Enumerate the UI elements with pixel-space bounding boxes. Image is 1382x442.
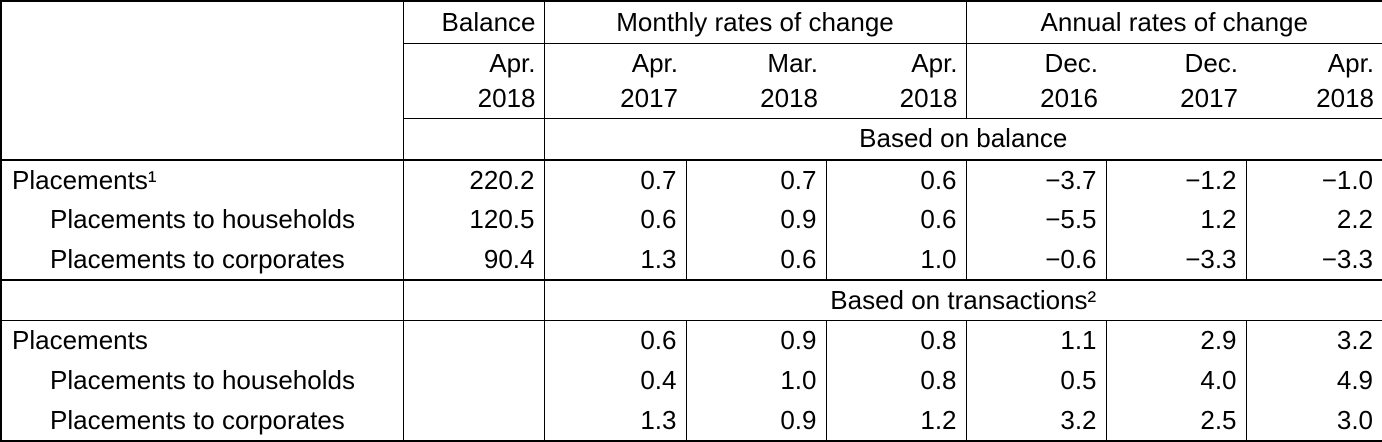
- balance-value-empty: [402, 400, 544, 441]
- rate-value: 0.6: [825, 159, 967, 200]
- table-row-placements-balance: Placements¹ 220.2 0.7 0.7 0.6 −3.7 −1.2 …: [1, 159, 1382, 200]
- rate-value: 0.8: [825, 320, 967, 361]
- rate-value: 1.0: [825, 240, 967, 282]
- rate-value: 1.3: [543, 240, 686, 282]
- section-title-based-on-transactions: Based on transactions²: [543, 280, 1382, 321]
- rate-value: 0.9: [685, 320, 826, 361]
- empty-label-cell: [1, 280, 403, 321]
- rate-value: 1.1: [965, 320, 1107, 361]
- rate-value: 1.3: [543, 400, 686, 441]
- table-row-households-balance: Placements to households 120.5 0.6 0.9 0…: [1, 199, 1382, 241]
- row-label: Placements¹: [12, 164, 157, 195]
- rate-value: −1.0: [1245, 159, 1382, 200]
- period-header-annual-dec-2017: Dec. 2017: [1106, 43, 1247, 120]
- row-label: Placements to households: [50, 365, 355, 396]
- rate-value: 0.4: [543, 360, 686, 401]
- period-header-balance-apr-2018: Apr. 2018: [402, 43, 544, 120]
- balance-value: 120.5: [402, 199, 544, 241]
- balance-value: 220.2: [402, 159, 544, 200]
- rate-value: 0.7: [685, 159, 826, 200]
- rate-value: 0.6: [825, 199, 967, 241]
- header-row-groups: Balance Monthly rates of change Annual r…: [1, 1, 1382, 161]
- rate-value: 0.6: [685, 240, 826, 282]
- rate-value: 0.9: [685, 400, 826, 441]
- rate-value: 0.5: [965, 360, 1107, 401]
- rate-value: 2.9: [1105, 320, 1247, 361]
- period-header-annual-dec-2016: Dec. 2016: [965, 43, 1107, 120]
- rate-value: 0.9: [685, 199, 826, 241]
- rate-value: 4.0: [1105, 360, 1247, 401]
- table-row-corporates-balance: Placements to corporates 90.4 1.3 0.6 1.…: [1, 240, 1382, 282]
- empty-balance-cell: [402, 280, 544, 321]
- table-row-placements-transactions: Placements 0.6 0.9 0.8 1.1 2.9 3.2: [1, 320, 1382, 361]
- column-header-annual-rates: Annual rates of change: [965, 1, 1382, 44]
- row-label: Placements to corporates: [1, 240, 403, 282]
- rate-value: 0.8: [825, 360, 967, 401]
- period-header-annual-apr-2018: Apr. 2018: [1246, 43, 1382, 120]
- rate-value: 2.2: [1245, 199, 1382, 241]
- stub-header-cell: [1, 1, 403, 161]
- section-header-based-on-transactions: Based on transactions²: [1, 280, 1382, 321]
- rate-value: 4.9: [1245, 360, 1382, 401]
- rate-value: 1.2: [825, 400, 967, 441]
- rate-value: 1.0: [685, 360, 826, 401]
- header-row-periods: Apr. 2018 Apr. 2017 Mar. 2018 Apr. 2018 …: [1, 43, 1382, 120]
- column-header-balance: Balance: [402, 1, 544, 44]
- rate-value: −5.5: [965, 199, 1107, 241]
- rate-value: 3.2: [1245, 320, 1382, 361]
- rate-value: −3.7: [965, 159, 1107, 200]
- rate-value: −3.3: [1245, 240, 1382, 282]
- balance-value-empty: [402, 360, 544, 401]
- rate-value: 3.0: [1245, 400, 1382, 441]
- row-label: Placements: [12, 325, 148, 356]
- rate-value: 3.2: [965, 400, 1107, 441]
- balance-value-empty: [402, 320, 544, 361]
- rate-value: 0.7: [543, 159, 686, 200]
- row-label: Placements to corporates: [50, 404, 345, 435]
- rate-value: −1.2: [1105, 159, 1247, 200]
- period-header-monthly-apr-2018: Apr. 2018: [826, 43, 967, 120]
- period-header-monthly-apr-2017: Apr. 2017: [543, 43, 686, 120]
- section-title-based-on-balance: Based on balance: [543, 118, 1382, 161]
- table-row-households-transactions: Placements to households 0.4 1.0 0.8 0.5…: [1, 360, 1382, 401]
- rate-value: 1.2: [1105, 199, 1247, 241]
- rate-value: 0.6: [543, 199, 686, 241]
- empty-balance-cell: [402, 118, 544, 161]
- row-label: Placements to households: [50, 204, 355, 235]
- rate-value: 2.5: [1105, 400, 1247, 441]
- rate-value: −0.6: [965, 240, 1107, 282]
- period-header-monthly-mar-2018: Mar. 2018: [686, 43, 826, 120]
- table-row-corporates-transactions: Placements to corporates 1.3 0.9 1.2 3.2…: [1, 400, 1382, 441]
- rate-value: 0.6: [543, 320, 686, 361]
- section-header-based-on-balance: Based on balance: [1, 118, 1382, 161]
- balance-value: 90.4: [402, 240, 544, 282]
- column-header-monthly-rates: Monthly rates of change: [543, 1, 967, 44]
- rate-value: −3.3: [1105, 240, 1247, 282]
